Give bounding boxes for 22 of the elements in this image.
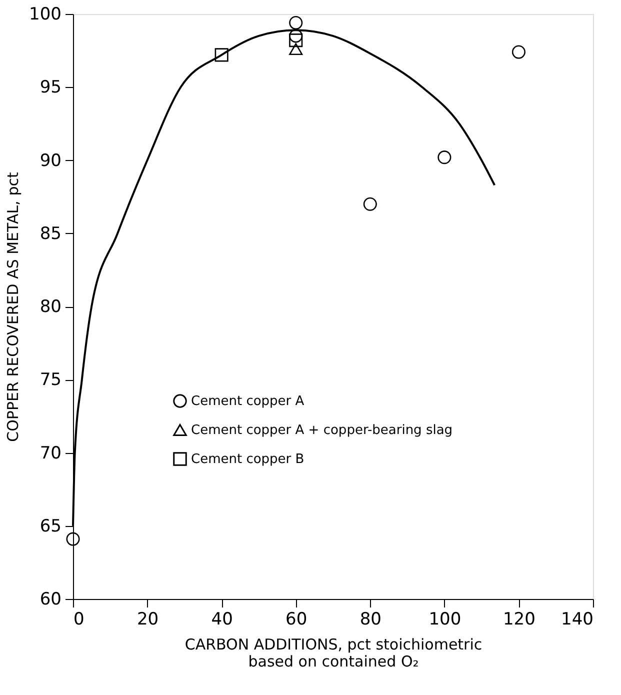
y-tick-label: 60 — [40, 590, 62, 610]
x-tick-label: 80 — [360, 610, 382, 630]
y-tick-label: 75 — [40, 370, 62, 390]
x-tick-label: 0 — [74, 610, 84, 630]
y-tick-label: 95 — [40, 78, 62, 98]
legend-label: Cement copper A — [191, 394, 304, 409]
y-tick-label: 100 — [29, 4, 62, 24]
y-tick-label: 85 — [40, 224, 62, 244]
x-axis-title: CARBON ADDITIONS, pct stoichiometric based on contained O₂ — [184, 636, 482, 670]
legend-label: Cement copper B — [191, 452, 304, 467]
x-tick-label: 20 — [136, 610, 159, 630]
legend-label: Cement copper A + copper-bearing slag — [191, 423, 453, 438]
x-tick-label: 100 — [428, 610, 462, 630]
y-tick-label: 65 — [40, 516, 62, 536]
y-tick-label: 70 — [40, 443, 62, 464]
x-tick-label: 140 — [561, 610, 594, 630]
x-tick-label: 120 — [502, 610, 536, 630]
y-axis-title: COPPER RECOVERED AS METAL, pct — [4, 172, 22, 442]
x-tick-label: 60 — [286, 610, 308, 630]
y-tick-label: 80 — [40, 297, 62, 317]
x-tick-label: 40 — [211, 610, 233, 630]
y-tick-label: 90 — [40, 150, 62, 171]
